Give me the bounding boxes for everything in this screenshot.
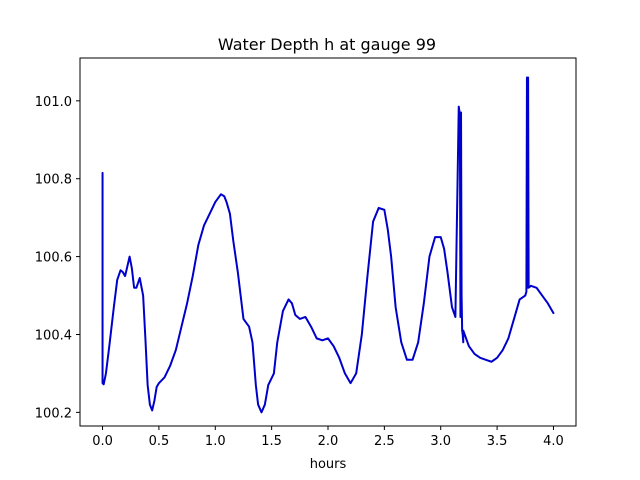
y-tick-label: 100.2 — [35, 406, 72, 421]
chart-title: Water Depth h at gauge 99 — [218, 35, 436, 54]
x-tick-label: 0.0 — [92, 434, 113, 449]
series-line-water-depth — [101, 76, 555, 414]
x-tick-label: 0.5 — [149, 434, 170, 449]
y-tick-label: 100.8 — [35, 173, 72, 188]
x-tick-label: 1.5 — [261, 434, 282, 449]
x-tick-label: 3.5 — [487, 434, 508, 449]
x-tick-label: 4.0 — [543, 434, 564, 449]
y-tick-label: 100.6 — [35, 251, 72, 266]
y-axis-ticks: 100.2 100.4 100.6 100.8 101.0 — [35, 95, 80, 421]
x-tick-label: 2.0 — [318, 434, 339, 449]
x-axis-ticks: 0.0 0.5 1.0 1.5 2.0 2.5 3.0 3.5 4.0 — [92, 426, 564, 449]
x-tick-label: 3.0 — [430, 434, 451, 449]
x-tick-label: 1.0 — [205, 434, 226, 449]
x-axis-label: hours — [310, 457, 347, 472]
y-tick-label: 101.0 — [35, 95, 72, 110]
x-tick-label: 2.5 — [374, 434, 395, 449]
y-tick-label: 100.4 — [35, 328, 72, 343]
